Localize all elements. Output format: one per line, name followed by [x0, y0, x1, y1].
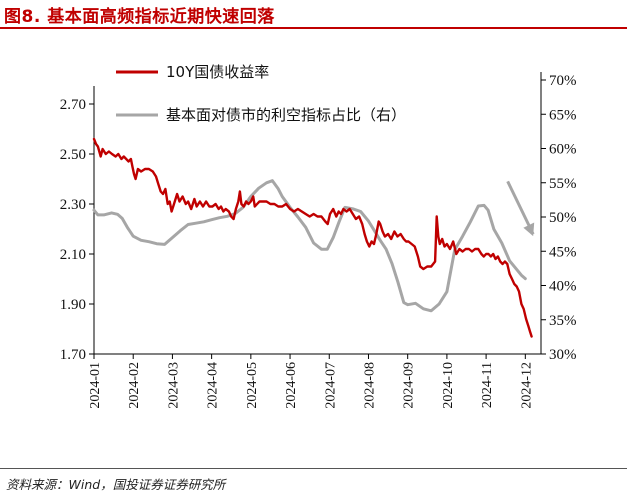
- x-tick-label: 2024-08: [362, 362, 377, 409]
- right-y-tick-label: 45%: [549, 244, 577, 260]
- left-y-tick-label: 2.70: [60, 97, 86, 113]
- right-y-tick-label: 35%: [549, 313, 577, 329]
- x-tick-label: 2024-02: [127, 362, 142, 409]
- x-tick-label: 2024-10: [441, 362, 456, 409]
- left-y-tick-label: 2.50: [60, 147, 86, 163]
- right-y-tick-label: 55%: [549, 176, 577, 192]
- x-tick-label: 2024-05: [245, 362, 260, 409]
- series-layer: [92, 137, 533, 338]
- axes: 1.70 1.90 2.10 2.30 2.50 2.70 30% 35% 40% 45% 50% 5…: [60, 72, 577, 409]
- right-y-tick-label: 40%: [549, 279, 577, 295]
- x-tick-label: 2024-09: [402, 362, 417, 409]
- x-tick-label: 2024-12: [519, 362, 534, 409]
- right-y-tick-label: 60%: [549, 142, 577, 158]
- legend-label-bearish-share: 基本面对债市的利空指标占比（右）: [166, 106, 406, 124]
- right-y-tick-label: 70%: [549, 73, 577, 89]
- left-y-tick-label: 1.90: [60, 297, 86, 313]
- x-tick-label: 2024-01: [88, 362, 103, 409]
- annotation-layer: [506, 180, 535, 237]
- series-line-10y-yield: [92, 137, 533, 338]
- footer-rule: [0, 468, 627, 469]
- left-y-tick-label: 1.70: [60, 347, 86, 363]
- right-y-tick-label: 30%: [549, 347, 577, 363]
- annotation-arrow-head: [523, 222, 535, 237]
- legend-label-10y-yield: 10Y国债收益率: [166, 63, 269, 81]
- left-y-tick-label: 2.10: [60, 247, 86, 263]
- source-note: 资料来源：Wind，国投证券证券研究所: [6, 477, 226, 492]
- right-y-tick-label: 50%: [549, 210, 577, 226]
- right-y-tick-label: 65%: [549, 107, 577, 123]
- series-line-bearish-share: [92, 179, 527, 313]
- left-y-tick-label: 2.30: [60, 197, 86, 213]
- x-tick-label: 2024-03: [166, 362, 181, 409]
- figure-title: 图8. 基本面高频指标近期快速回落: [4, 7, 275, 27]
- x-tick-label: 2024-04: [206, 362, 221, 409]
- x-tick-label: 2024-07: [323, 362, 338, 409]
- x-tick-label: 2024-11: [480, 362, 495, 408]
- x-tick-label: 2024-06: [284, 362, 299, 409]
- title-rule: [0, 27, 627, 29]
